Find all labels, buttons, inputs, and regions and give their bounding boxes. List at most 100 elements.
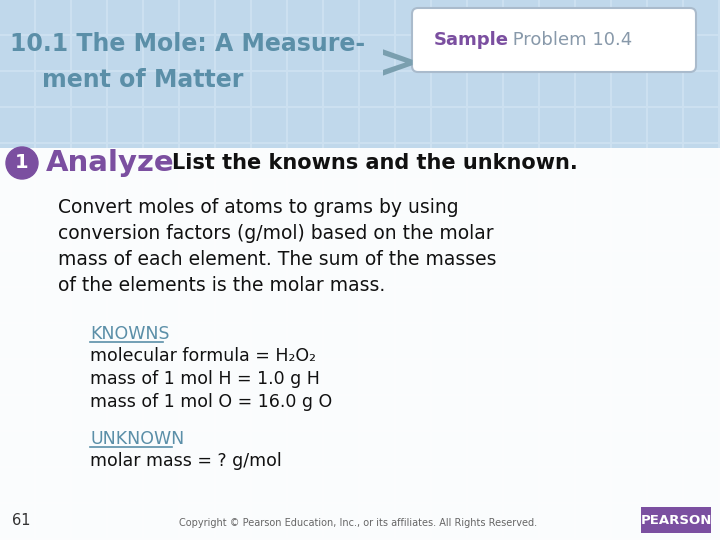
Bar xyxy=(648,108,682,142)
Bar xyxy=(108,252,142,286)
Bar xyxy=(612,432,646,466)
Bar xyxy=(468,288,502,322)
Bar xyxy=(252,0,286,34)
Bar xyxy=(468,36,502,70)
Bar xyxy=(576,432,610,466)
Bar xyxy=(180,72,214,106)
Bar xyxy=(108,468,142,502)
Bar xyxy=(648,216,682,250)
Bar xyxy=(216,324,250,358)
Bar xyxy=(612,360,646,394)
Bar xyxy=(396,72,430,106)
Bar xyxy=(144,36,178,70)
Text: 10.1 The Mole: A Measure-: 10.1 The Mole: A Measure- xyxy=(10,32,365,56)
Bar xyxy=(684,36,718,70)
Bar xyxy=(504,216,538,250)
Bar xyxy=(252,36,286,70)
Bar xyxy=(72,468,106,502)
Bar xyxy=(504,36,538,70)
Bar xyxy=(576,324,610,358)
Bar xyxy=(360,0,394,34)
Bar xyxy=(180,216,214,250)
Bar xyxy=(576,504,610,538)
Bar xyxy=(72,360,106,394)
Text: List the knowns and the unknown.: List the knowns and the unknown. xyxy=(172,153,577,173)
Bar xyxy=(0,504,34,538)
Bar xyxy=(684,216,718,250)
Text: mass of each element. The sum of the masses: mass of each element. The sum of the mas… xyxy=(58,250,497,269)
Bar xyxy=(612,180,646,214)
Bar xyxy=(504,432,538,466)
Bar xyxy=(36,288,70,322)
Bar xyxy=(468,468,502,502)
Bar xyxy=(288,108,322,142)
Bar xyxy=(468,360,502,394)
Bar xyxy=(432,396,466,430)
Bar xyxy=(0,148,720,540)
Bar xyxy=(36,36,70,70)
Bar xyxy=(576,180,610,214)
Bar xyxy=(288,324,322,358)
Bar xyxy=(144,252,178,286)
Bar xyxy=(36,360,70,394)
Bar xyxy=(396,324,430,358)
Bar xyxy=(648,468,682,502)
Bar xyxy=(468,396,502,430)
Bar xyxy=(180,468,214,502)
Bar xyxy=(288,36,322,70)
Bar xyxy=(324,72,358,106)
Bar xyxy=(684,432,718,466)
Bar xyxy=(648,396,682,430)
Bar xyxy=(180,288,214,322)
Bar xyxy=(144,0,178,34)
Bar xyxy=(108,0,142,34)
Bar xyxy=(576,144,610,178)
Bar xyxy=(648,144,682,178)
Bar xyxy=(468,216,502,250)
Bar xyxy=(432,252,466,286)
Bar xyxy=(432,504,466,538)
Bar xyxy=(360,504,394,538)
Bar xyxy=(252,324,286,358)
Bar xyxy=(0,468,34,502)
Bar xyxy=(396,396,430,430)
Bar xyxy=(432,216,466,250)
Bar xyxy=(612,396,646,430)
Bar xyxy=(180,36,214,70)
Bar xyxy=(216,36,250,70)
Text: 61: 61 xyxy=(12,513,30,528)
Bar xyxy=(144,108,178,142)
Bar xyxy=(576,216,610,250)
Bar xyxy=(540,0,574,34)
Bar xyxy=(288,468,322,502)
Bar xyxy=(72,180,106,214)
Bar xyxy=(540,468,574,502)
Bar xyxy=(504,504,538,538)
Bar xyxy=(36,180,70,214)
Bar xyxy=(432,144,466,178)
Bar xyxy=(36,504,70,538)
Bar xyxy=(360,288,394,322)
Bar xyxy=(576,288,610,322)
Bar xyxy=(360,396,394,430)
Bar xyxy=(468,72,502,106)
Bar xyxy=(360,216,394,250)
Bar xyxy=(641,507,711,533)
Bar xyxy=(360,360,394,394)
Bar xyxy=(504,468,538,502)
Bar xyxy=(324,396,358,430)
Bar xyxy=(648,360,682,394)
Bar xyxy=(0,288,34,322)
Bar xyxy=(432,108,466,142)
Bar xyxy=(504,360,538,394)
Bar xyxy=(396,108,430,142)
Bar xyxy=(468,504,502,538)
Bar xyxy=(216,180,250,214)
Bar xyxy=(216,108,250,142)
Text: >: > xyxy=(378,42,418,87)
Bar xyxy=(36,252,70,286)
Bar xyxy=(108,180,142,214)
Bar xyxy=(612,144,646,178)
FancyBboxPatch shape xyxy=(412,8,696,72)
Bar xyxy=(540,324,574,358)
